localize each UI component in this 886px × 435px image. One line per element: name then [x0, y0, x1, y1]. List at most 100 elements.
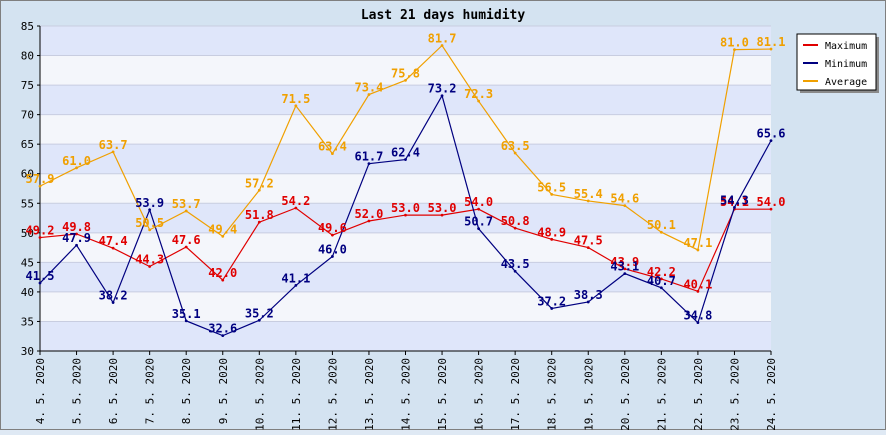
average-point — [696, 248, 700, 252]
maximum-legend-label: Maximum — [825, 41, 867, 52]
minimum-point — [221, 334, 225, 338]
maximum-point — [440, 213, 444, 217]
x-tick-label: 13. 5. 2020 — [363, 358, 376, 430]
y-tick-label: 85 — [21, 20, 34, 33]
y-tick-label: 35 — [21, 315, 34, 328]
maximum-point — [586, 246, 590, 249]
minimum-data-label: 54.3 — [720, 193, 749, 207]
axes: 30 35 40 45 50 55 60 65 70 75 80 85 4. 5. 2020 5. 5. … — [21, 20, 778, 431]
x-tick-label: 19. 5. 2020 — [582, 358, 595, 430]
average-point — [440, 44, 444, 47]
x-tick-label: 9. 5. 2020 — [217, 358, 230, 424]
average-data-label: 50.1 — [647, 218, 676, 232]
minimum-point — [111, 301, 115, 304]
maximum-point — [696, 289, 700, 293]
minimum-point — [769, 139, 773, 143]
average-data-label: 72.3 — [464, 87, 493, 101]
x-tick-label: 20. 5. 2020 — [619, 358, 632, 430]
data-labels: 49.2 49.8 47.4 44.3 47.6 42.0 51.8 54.2 49.6 52.0… — [26, 32, 786, 336]
y-tick-label: 70 — [21, 109, 34, 122]
minimum-point — [440, 94, 444, 98]
average-data-label: 57.9 — [26, 172, 55, 186]
average-point — [148, 228, 152, 232]
minimum-point — [148, 208, 152, 212]
x-tick-label: 23. 5. 2020 — [728, 358, 741, 430]
minimum-data-label: 41.1 — [281, 271, 310, 285]
average-data-label: 56.5 — [537, 180, 566, 194]
grid-band — [40, 262, 771, 292]
y-tick-label: 80 — [21, 50, 34, 63]
average-point — [294, 104, 298, 108]
average-point — [111, 150, 115, 154]
maximum-data-label: 42.2 — [647, 265, 676, 279]
average-data-label: 71.5 — [281, 92, 310, 106]
average-data-label: 75.8 — [391, 66, 420, 80]
minimum-point — [404, 158, 407, 161]
minimum-point — [367, 162, 371, 166]
average-point — [623, 204, 627, 208]
minimum-point — [294, 284, 298, 287]
maximum-point — [623, 267, 627, 271]
average-data-label: 54.6 — [610, 192, 639, 206]
x-tick-label: 8. 5. 2020 — [180, 358, 193, 424]
maximum-data-label: 42.0 — [208, 266, 237, 280]
minimum-data-label: 43.1 — [610, 260, 639, 274]
maximum-point — [331, 233, 334, 237]
minimum-data-label: 35.1 — [172, 307, 201, 321]
maximum-point — [769, 207, 773, 211]
x-tick-label: 5. 5. 2020 — [71, 358, 84, 424]
y-tick-label: 30 — [21, 345, 34, 358]
average-data-label: 73.4 — [354, 81, 383, 95]
minimum-data-label: 50.7 — [464, 215, 493, 229]
chart-title: Last 21 days humidity — [361, 8, 526, 23]
average-point — [513, 151, 517, 155]
y-tick-label: 45 — [21, 256, 34, 269]
average-point — [733, 48, 736, 52]
x-tick-label: 12. 5. 2020 — [326, 358, 339, 430]
minimum-point — [586, 300, 590, 304]
maximum-data-label: 54.1 — [720, 195, 749, 209]
maximum-data-label: 53.0 — [391, 201, 420, 215]
maximum-point — [550, 237, 554, 241]
y-tick-label: 60 — [21, 168, 34, 181]
maximum-data-label: 54.2 — [281, 194, 310, 208]
minimum-data-label: 65.6 — [757, 127, 786, 141]
y-tick-label: 50 — [21, 227, 34, 240]
minimum-point — [331, 255, 334, 258]
minimum-point — [550, 307, 554, 310]
grid-band — [40, 173, 771, 204]
average-data-label: 50.5 — [135, 216, 164, 230]
maximum-data-label: 43.9 — [610, 255, 639, 269]
minimum-data-label: 32.6 — [208, 322, 237, 336]
minimum-point — [623, 272, 627, 275]
maximum-point — [513, 226, 517, 230]
average-data-label: 63.4 — [318, 140, 347, 154]
maximum-data-label: 49.6 — [318, 221, 347, 235]
minimum-point — [696, 321, 700, 325]
minimum-point — [75, 243, 78, 247]
average-point — [477, 99, 480, 103]
y-tick-label: 40 — [21, 286, 34, 299]
minimum-data-label: 46.0 — [318, 242, 347, 256]
maximum-point — [367, 219, 371, 223]
minimum-data-label: 35.2 — [245, 306, 274, 320]
legend: Maximum Minimum Average — [796, 33, 879, 93]
average-data-label: 53.7 — [172, 197, 201, 211]
minimum-data-label: 34.8 — [683, 309, 712, 323]
maximum-data-label: 54.0 — [757, 195, 786, 209]
x-tick-label: 11. 5. 2020 — [290, 358, 303, 430]
average-point — [367, 93, 371, 96]
maximum-point — [404, 213, 407, 217]
grid-band — [40, 291, 771, 322]
average-point — [257, 188, 261, 192]
maximum-data-label: 47.6 — [172, 233, 201, 247]
maximum-point — [659, 277, 663, 281]
minimum-point — [659, 286, 663, 290]
maximum-data-label: 52.0 — [354, 207, 383, 221]
average-data-label: 81.7 — [428, 32, 457, 46]
average-data-label: 81.1 — [757, 35, 786, 49]
maximum-data-label: 54.0 — [464, 195, 493, 209]
maximum-data-label: 47.4 — [99, 234, 128, 248]
